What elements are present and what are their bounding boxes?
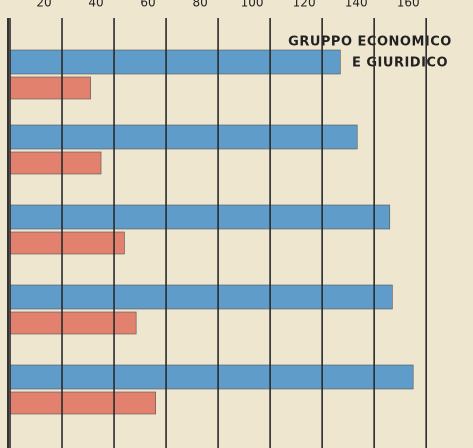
bar	[9, 76, 91, 100]
x-tick-label: 100	[241, 0, 264, 10]
bar	[9, 124, 358, 150]
bar	[9, 204, 391, 230]
x-tick-label: 140	[345, 0, 368, 10]
x-tick-label: 80	[192, 0, 207, 10]
chart-title: E GIURIDICO	[352, 56, 448, 71]
bar	[9, 231, 125, 255]
x-tick-label: 160	[397, 0, 420, 10]
bar	[9, 284, 393, 310]
bar	[9, 391, 156, 415]
chart-title: GRUPPO ECONOMICO	[288, 35, 452, 50]
x-tick-label: 40	[88, 0, 103, 10]
bar	[9, 151, 102, 175]
bar	[9, 364, 414, 390]
x-tick-label: 120	[293, 0, 316, 10]
bar	[9, 311, 137, 335]
x-tick-label: 60	[140, 0, 155, 10]
x-tick-label: 20	[36, 0, 51, 10]
bar	[9, 49, 341, 75]
